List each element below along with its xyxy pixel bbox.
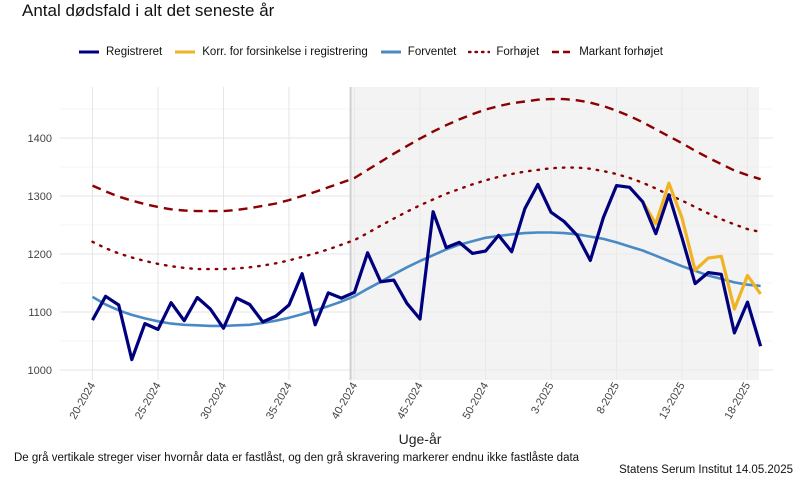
x-tick-label: 45-2024 — [395, 381, 426, 422]
series-line-1 — [641, 181, 762, 311]
legend-label: Korr. for forsinkelse i registrering — [202, 46, 368, 58]
x-tick-label: 50-2024 — [461, 381, 492, 422]
legend-label: Registreret — [106, 46, 163, 58]
x-tick-label: 40-2024 — [330, 381, 361, 422]
x-tick-label: 30-2024 — [199, 381, 230, 422]
x-tick-label: 25-2024 — [133, 381, 164, 422]
x-axis-label: Uge-år — [398, 431, 442, 447]
legend: Registreret Korr. for forsinkelse i regis… — [78, 43, 675, 61]
x-tick-label: 3-2025 — [529, 381, 557, 417]
series-line-4 — [92, 97, 761, 213]
y-tick-label: 1100 — [28, 307, 52, 319]
y-tick-label: 1000 — [28, 365, 52, 377]
y-axis-ticks: 1000 1100 1200 1300 1400 — [28, 133, 52, 377]
x-tick-label: 18-2025 — [723, 381, 754, 422]
legend-label: Markant forhøjet — [579, 46, 663, 58]
legend-swatch — [380, 50, 401, 54]
legend-label: Forventet — [407, 46, 457, 58]
x-axis-ticks: 20-2024 25-2024 30-2024 35-2024 40-2024 45-20… — [68, 381, 754, 422]
chart-caption: De grå vertikale streger viser hvornår d… — [14, 452, 580, 464]
legend-item: Forventet — [380, 46, 457, 58]
legend-item: Registreret — [78, 46, 162, 58]
x-tick-label: 35-2024 — [264, 381, 295, 422]
x-tick-label: 13-2025 — [657, 381, 688, 422]
source-note: Statens Serum Institut 14.05.2025 — [619, 464, 793, 476]
legend-item: Korr. for forsinkelse i registrering — [174, 46, 368, 58]
x-tick-label: 8-2025 — [595, 381, 623, 417]
legend-item: Forhøjet — [468, 46, 539, 58]
y-tick-label: 1300 — [28, 191, 52, 203]
x-tick-label: 20-2024 — [68, 381, 99, 422]
legend-swatch — [552, 50, 573, 54]
legend-label: Forhøjet — [496, 46, 540, 58]
legend-swatch — [79, 50, 99, 54]
y-tick-label: 1400 — [28, 133, 52, 145]
chart-title: Antal dødsfald i alt det seneste år — [22, 1, 275, 20]
series-line-0 — [91, 182, 763, 362]
series-lines — [91, 97, 763, 362]
legend-swatch — [468, 50, 491, 54]
y-tick-label: 1200 — [28, 249, 52, 261]
legend-item: Markant forhøjet — [551, 46, 663, 58]
legend-swatch — [175, 50, 196, 54]
